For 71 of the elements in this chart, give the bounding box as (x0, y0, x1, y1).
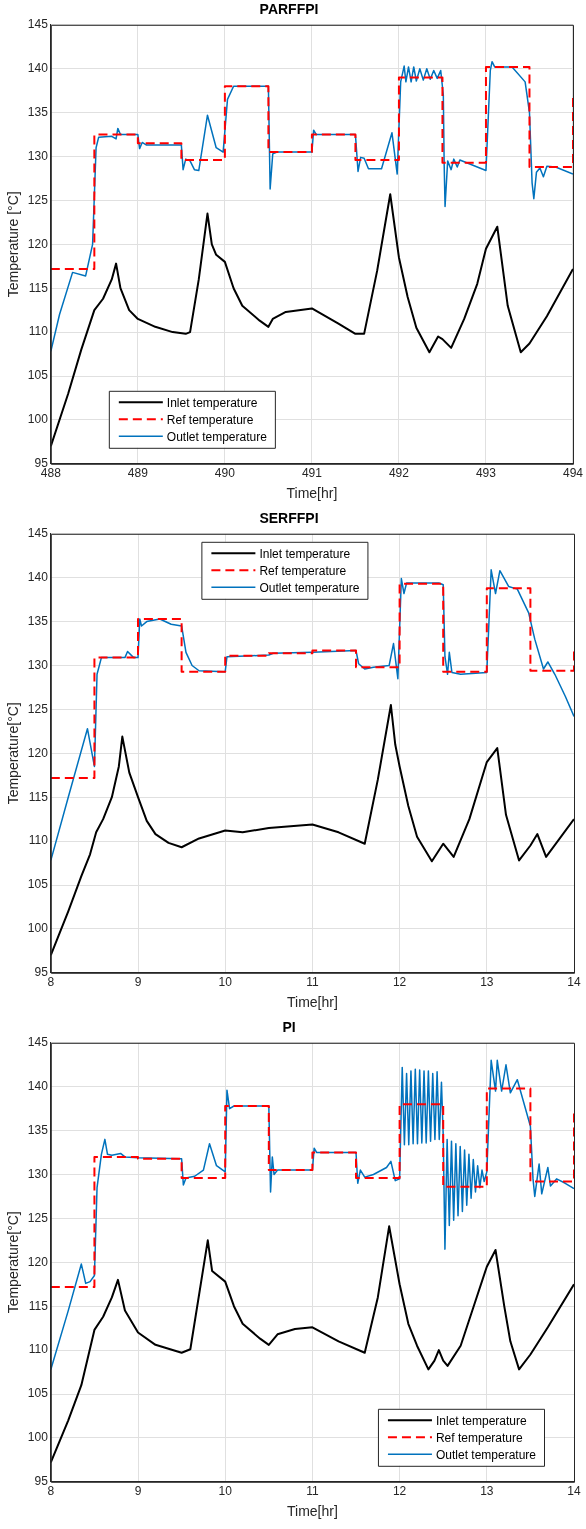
legend-label: Ref temperature (435, 1430, 523, 1445)
y-tick-label: 115 (28, 1298, 49, 1313)
x-tick-label: 493 (475, 466, 497, 481)
legend-label: Ref temperature (259, 563, 347, 578)
x-tick-label: 13 (480, 1484, 494, 1499)
x-tick-label: 488 (40, 466, 62, 481)
legend-label: Outlet temperature (259, 580, 360, 595)
legend-label: Outlet temperature (166, 429, 268, 444)
y-tick-label: 95 (34, 1474, 49, 1489)
y-tick-label: 125 (27, 701, 49, 716)
y-tick-label: 100 (27, 1430, 49, 1445)
chart-title: PI (282, 1019, 296, 1036)
y-tick-label: 95 (34, 965, 49, 980)
y-tick-label: 100 (27, 412, 49, 427)
legend-label: Inlet temperature (435, 1413, 527, 1428)
x-tick-label: 10 (218, 975, 233, 990)
y-tick-label: 140 (27, 1079, 49, 1094)
y-tick-label: 125 (27, 1210, 49, 1225)
x-tick-label: 9 (134, 975, 142, 990)
y-tick-label: 140 (27, 61, 49, 76)
legend-label: Outlet temperature (435, 1447, 537, 1462)
x-tick-label: 9 (134, 1484, 142, 1499)
x-tick-label: 8 (47, 1484, 55, 1499)
y-axis-title: Temperature[°C] (5, 702, 22, 805)
y-tick-label: 115 (28, 789, 49, 804)
y-tick-label: 140 (27, 570, 49, 585)
y-axis-title: Temperature[°C] (5, 1211, 22, 1314)
y-tick-label: 105 (27, 368, 49, 383)
x-tick-label: 492 (388, 466, 410, 481)
x-tick-label: 489 (127, 466, 149, 481)
y-tick-label: 130 (27, 657, 49, 672)
legend-label: Inlet temperature (166, 395, 258, 410)
x-tick-label: 14 (567, 1484, 581, 1499)
y-tick-label: 135 (27, 613, 49, 628)
y-tick-label: 120 (27, 1254, 49, 1269)
x-tick-label: 11 (306, 1484, 319, 1499)
y-tick-label: 125 (27, 192, 49, 207)
legend-label: Ref temperature (166, 412, 254, 427)
x-tick-label: 12 (392, 1484, 407, 1499)
y-axis-title: Temperature [°C] (5, 191, 22, 298)
y-tick-label: 105 (27, 1386, 49, 1401)
chart-title: SERFFPI (259, 510, 319, 527)
y-tick-label: 145 (27, 1035, 49, 1050)
y-tick-label: 110 (28, 324, 49, 339)
x-tick-label: 11 (306, 975, 319, 990)
x-axis-title: Time[hr] (287, 994, 338, 1011)
x-tick-label: 494 (562, 466, 584, 481)
x-axis-title: Time[hr] (287, 1503, 338, 1520)
y-tick-label: 120 (27, 745, 49, 760)
x-tick-label: 12 (392, 975, 407, 990)
x-tick-label: 8 (47, 975, 55, 990)
x-tick-label: 13 (480, 975, 494, 990)
x-tick-label: 490 (214, 466, 236, 481)
y-tick-label: 135 (27, 1122, 49, 1137)
y-tick-label: 105 (27, 877, 49, 892)
x-tick-label: 491 (301, 466, 323, 481)
y-tick-label: 130 (27, 1166, 49, 1181)
x-tick-label: 10 (218, 1484, 233, 1499)
y-tick-label: 115 (28, 280, 49, 295)
y-tick-label: 130 (27, 148, 49, 163)
chart-title: PARFFPI (259, 1, 319, 18)
x-tick-label: 14 (567, 975, 581, 990)
y-tick-label: 145 (27, 526, 49, 541)
y-tick-label: 135 (27, 104, 49, 119)
y-tick-label: 110 (28, 1342, 49, 1357)
y-tick-label: 100 (27, 921, 49, 936)
x-axis-title: Time[hr] (286, 485, 338, 502)
y-tick-label: 110 (28, 833, 49, 848)
y-tick-label: 145 (27, 17, 49, 32)
legend-label: Inlet temperature (259, 546, 351, 561)
y-tick-label: 120 (27, 236, 49, 251)
